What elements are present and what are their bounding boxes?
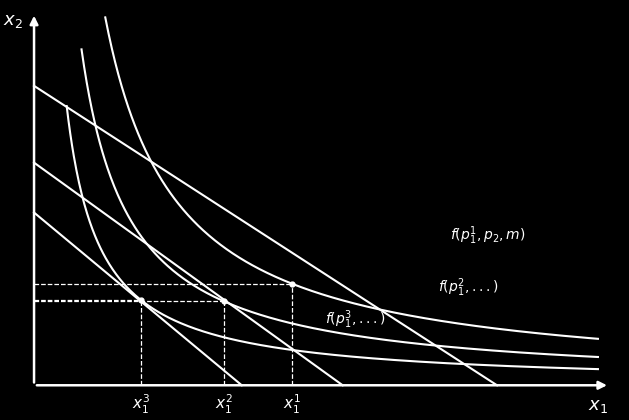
Text: $x_2$: $x_2$	[3, 12, 23, 29]
Text: $x_1^1$: $x_1^1$	[283, 393, 301, 416]
Text: $x_1^2$: $x_1^2$	[215, 393, 233, 416]
Text: $f(p_1^2, ...)$: $f(p_1^2, ...)$	[438, 276, 499, 299]
Text: $x_1^3$: $x_1^3$	[132, 393, 150, 416]
Text: $x_1$: $x_1$	[588, 397, 608, 415]
Text: $f(p_1^3,...)$: $f(p_1^3,...)$	[325, 308, 386, 331]
Text: $f(p_1^1, p_2, m)$: $f(p_1^1, p_2, m)$	[450, 224, 525, 247]
